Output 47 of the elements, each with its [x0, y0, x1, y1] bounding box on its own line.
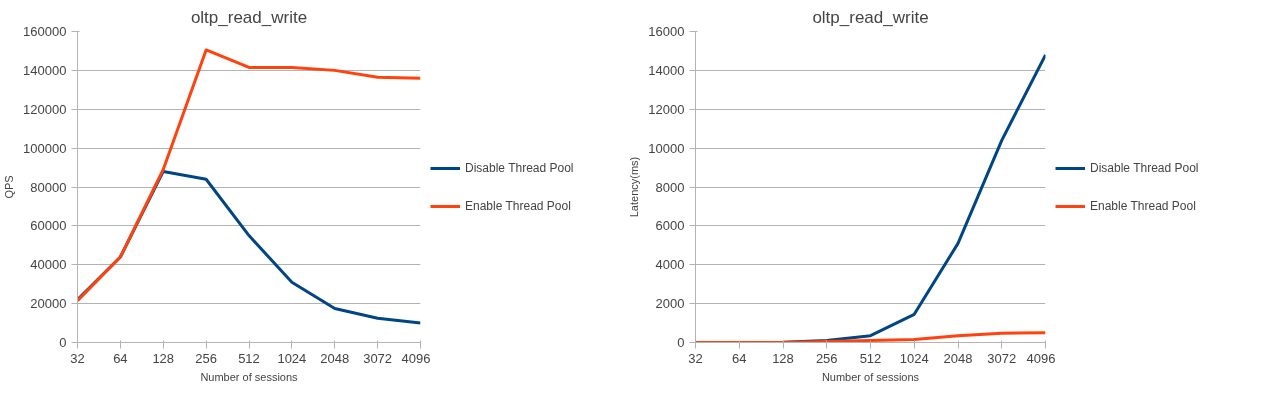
x-tick-label: 128 — [772, 350, 794, 366]
x-axis-title: Number of sessions — [200, 370, 299, 383]
x-tick-label: 1024 — [899, 350, 929, 366]
line-series — [77, 48, 421, 303]
y-tick-label: 6000 — [655, 218, 685, 234]
chart-title: oltp_read_write — [812, 7, 929, 27]
legend-label: Enable Thread Pool — [465, 198, 571, 213]
y-axis-title: QPS — [3, 175, 16, 199]
legend-label: Disable Thread Pool — [465, 160, 574, 175]
x-tick-label: 64 — [732, 350, 747, 366]
legend-label: Disable Thread Pool — [1090, 160, 1199, 175]
x-tick-label: 128 — [152, 350, 175, 366]
x-tick-label: 1024 — [277, 350, 307, 366]
y-tick-label: 100000 — [23, 140, 67, 156]
y-tick-label: 4000 — [655, 257, 685, 273]
y-tick-label: 0 — [677, 335, 685, 350]
y-tick-label: 14000 — [648, 62, 685, 78]
y-tick-label: 160000 — [23, 24, 67, 39]
y-axis-title: Latency(ms) — [628, 156, 641, 218]
y-tick-label: 2000 — [655, 296, 685, 312]
x-tick-label: 2048 — [320, 350, 350, 366]
legend-label: Enable Thread Pool — [1090, 198, 1196, 213]
y-tick-label: 140000 — [23, 62, 67, 78]
x-tick-label: 512 — [859, 350, 882, 366]
x-tick-label: 512 — [238, 350, 260, 366]
y-tick-label: 0 — [59, 335, 67, 350]
x-tick-label: 2048 — [943, 350, 973, 366]
y-tick-label: 80000 — [30, 179, 67, 195]
x-tick-label: 64 — [113, 350, 128, 366]
y-tick-label: 40000 — [30, 257, 67, 273]
x-tick-label: 256 — [195, 350, 217, 366]
x-tick-label: 32 — [688, 350, 703, 366]
x-tick-label: 4096 — [1026, 350, 1056, 366]
y-tick-label: 60000 — [30, 218, 67, 234]
y-tick-label: 8000 — [655, 179, 685, 195]
x-tick-label: 3072 — [987, 350, 1017, 366]
x-axis-title: Number of sessions — [821, 370, 920, 383]
y-tick-label: 12000 — [648, 101, 685, 117]
x-tick-label: 3072 — [363, 350, 393, 366]
x-tick-label: 32 — [70, 350, 85, 366]
y-tick-label: 16000 — [648, 24, 685, 39]
x-tick-label: 256 — [815, 350, 838, 366]
y-tick-label: 20000 — [30, 296, 67, 312]
y-tick-label: 120000 — [23, 101, 67, 117]
x-tick-label: 4096 — [401, 350, 431, 366]
chart-title: oltp_read_write — [190, 7, 308, 27]
y-tick-label: 10000 — [648, 140, 685, 156]
